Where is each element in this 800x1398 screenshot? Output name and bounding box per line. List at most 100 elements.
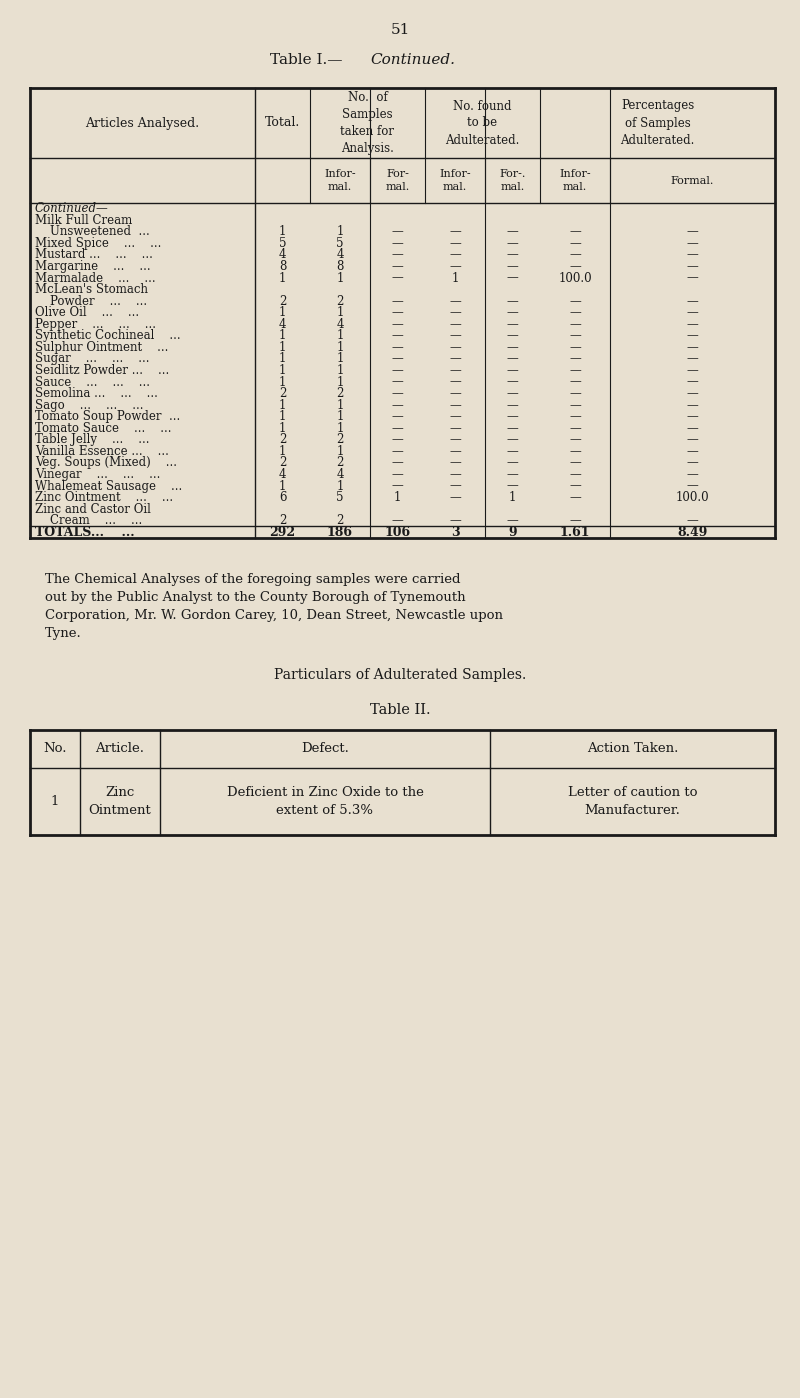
- Text: Semolina ...    ...    ...: Semolina ... ... ...: [35, 387, 158, 400]
- Text: —: —: [506, 249, 518, 261]
- Text: —: —: [506, 480, 518, 492]
- Text: —: —: [506, 363, 518, 377]
- Text: —: —: [392, 341, 403, 354]
- Text: —: —: [686, 480, 698, 492]
- Text: 1: 1: [336, 341, 344, 354]
- Text: Infor-
mal.: Infor- mal.: [439, 169, 471, 192]
- Text: 1: 1: [509, 491, 516, 505]
- Text: 8: 8: [336, 260, 344, 273]
- Text: —: —: [569, 456, 581, 470]
- Text: —: —: [449, 330, 461, 343]
- Text: —: —: [449, 480, 461, 492]
- Text: —: —: [449, 249, 461, 261]
- Text: —: —: [506, 387, 518, 400]
- Text: —: —: [449, 295, 461, 308]
- Text: —: —: [449, 398, 461, 411]
- Text: —: —: [686, 317, 698, 331]
- Text: 1: 1: [336, 398, 344, 411]
- Text: Continued—: Continued—: [35, 203, 109, 215]
- Text: 4: 4: [336, 468, 344, 481]
- Text: —: —: [686, 330, 698, 343]
- Text: 1: 1: [336, 363, 344, 377]
- Text: Letter of caution to
Manufacturer.: Letter of caution to Manufacturer.: [568, 787, 698, 816]
- Text: —: —: [686, 352, 698, 365]
- Text: —: —: [449, 387, 461, 400]
- Text: —: —: [686, 306, 698, 319]
- Text: —: —: [506, 341, 518, 354]
- Text: 1: 1: [279, 271, 286, 285]
- Text: —: —: [506, 433, 518, 446]
- Text: Table I.—: Table I.—: [270, 53, 342, 67]
- Text: —: —: [569, 352, 581, 365]
- Text: —: —: [569, 317, 581, 331]
- Text: 4: 4: [336, 249, 344, 261]
- Text: Synthetic Cochineal    ...: Synthetic Cochineal ...: [35, 330, 181, 343]
- Text: —: —: [506, 225, 518, 239]
- Text: 1: 1: [279, 363, 286, 377]
- Text: —: —: [569, 306, 581, 319]
- Text: —: —: [392, 376, 403, 389]
- Text: Zinc and Castor Oil: Zinc and Castor Oil: [35, 503, 151, 516]
- Text: —: —: [506, 317, 518, 331]
- Text: —: —: [686, 271, 698, 285]
- Text: 2: 2: [279, 387, 286, 400]
- Text: —: —: [569, 236, 581, 250]
- Text: Table II.: Table II.: [370, 703, 430, 717]
- Text: —: —: [506, 295, 518, 308]
- Text: Cream    ...    ...: Cream ... ...: [35, 514, 142, 527]
- Text: —: —: [449, 363, 461, 377]
- Text: 1.61: 1.61: [560, 526, 590, 538]
- Text: —: —: [569, 330, 581, 343]
- Text: 100.0: 100.0: [676, 491, 710, 505]
- Text: Zinc
Ointment: Zinc Ointment: [89, 787, 151, 816]
- Text: 1: 1: [279, 306, 286, 319]
- Text: —: —: [392, 410, 403, 424]
- Text: —: —: [392, 456, 403, 470]
- Text: —: —: [686, 249, 698, 261]
- Text: No.  of
Samples
taken for
Analysis.: No. of Samples taken for Analysis.: [341, 91, 394, 155]
- Text: Powder    ...    ...: Powder ... ...: [35, 295, 147, 308]
- Text: 1: 1: [51, 795, 59, 808]
- Text: —: —: [506, 445, 518, 459]
- Text: —: —: [686, 433, 698, 446]
- Text: —: —: [392, 330, 403, 343]
- Text: 4: 4: [278, 249, 286, 261]
- Text: Unsweetened  ...: Unsweetened ...: [35, 225, 150, 239]
- Text: —: —: [569, 514, 581, 527]
- Text: —: —: [686, 445, 698, 459]
- Text: —: —: [449, 514, 461, 527]
- Text: 4: 4: [278, 317, 286, 331]
- Text: The Chemical Analyses of the foregoing samples were carried: The Chemical Analyses of the foregoing s…: [45, 573, 461, 586]
- Text: —: —: [392, 225, 403, 239]
- Text: —: —: [569, 445, 581, 459]
- Text: Formal.: Formal.: [671, 176, 714, 186]
- Text: 1: 1: [336, 271, 344, 285]
- Text: 4: 4: [278, 468, 286, 481]
- Text: 1: 1: [336, 422, 344, 435]
- Text: —: —: [449, 236, 461, 250]
- Text: 2: 2: [336, 387, 344, 400]
- Text: —: —: [449, 341, 461, 354]
- Text: —: —: [569, 260, 581, 273]
- Text: Infor-
mal.: Infor- mal.: [324, 169, 356, 192]
- Text: 5: 5: [336, 491, 344, 505]
- Text: —: —: [449, 376, 461, 389]
- Text: 1: 1: [279, 445, 286, 459]
- Text: 5: 5: [278, 236, 286, 250]
- Text: Total.: Total.: [265, 116, 300, 130]
- Text: —: —: [392, 363, 403, 377]
- Text: —: —: [392, 422, 403, 435]
- Text: 5: 5: [336, 236, 344, 250]
- Text: Percentages
of Samples
Adulterated.: Percentages of Samples Adulterated.: [620, 99, 694, 147]
- Text: 1: 1: [336, 445, 344, 459]
- Text: 2: 2: [336, 456, 344, 470]
- Text: 1: 1: [279, 352, 286, 365]
- Text: —: —: [506, 271, 518, 285]
- Text: 292: 292: [270, 526, 295, 538]
- Text: Action Taken.: Action Taken.: [587, 742, 678, 755]
- Text: —: —: [569, 433, 581, 446]
- Text: —: —: [392, 260, 403, 273]
- Text: —: —: [392, 352, 403, 365]
- Text: 1: 1: [279, 330, 286, 343]
- Text: —: —: [686, 376, 698, 389]
